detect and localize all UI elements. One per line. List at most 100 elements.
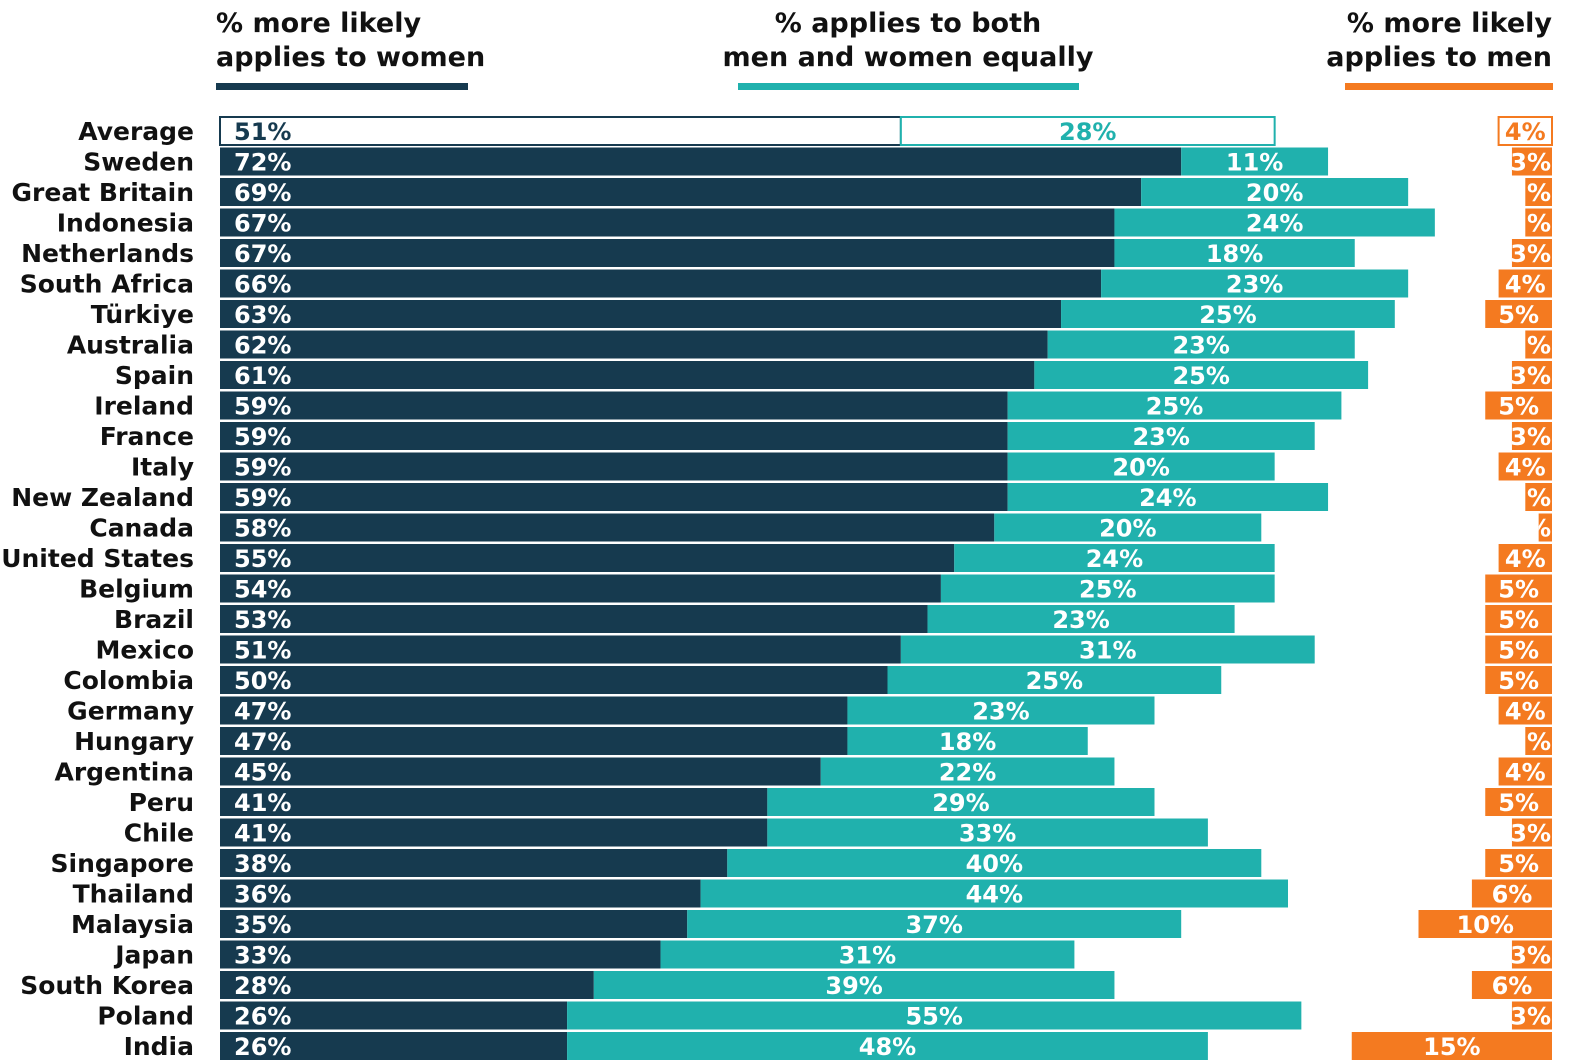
value-label-men: 2% (1510, 332, 1551, 360)
bar-women (220, 971, 594, 999)
value-label-women: 28% (234, 972, 291, 1000)
value-label-women: 69% (234, 179, 291, 207)
bar-row-germany: Germany 47% 23% 4% (67, 696, 1552, 726)
value-label-both: 37% (905, 911, 962, 939)
legend-men-line1: % more likely (1347, 8, 1552, 39)
bar-men (1471, 879, 1552, 908)
bar-men (1525, 483, 1552, 511)
country-label: Ireland (94, 392, 194, 421)
bar-women (220, 330, 1048, 359)
bar-men (1511, 147, 1552, 176)
bar-both (1007, 483, 1329, 511)
country-label: Hungary (74, 727, 194, 756)
value-label-men: 2% (1510, 728, 1551, 756)
value-label-men: 5% (1498, 667, 1539, 695)
value-label-both: 25% (1026, 667, 1083, 695)
bar-men (1497, 116, 1553, 146)
bar-men (1511, 818, 1552, 847)
country-label: India (124, 1032, 194, 1061)
value-label-women: 67% (234, 210, 291, 238)
legend-men-swatch (1345, 83, 1553, 90)
country-label: Italy (131, 453, 194, 482)
bar-row-malaysia: Malaysia 35% 37% 10% (71, 910, 1552, 939)
legend-both: % applies to both men and women equally (723, 8, 1094, 90)
country-label: Sweden (83, 148, 194, 177)
bar-both (927, 605, 1235, 633)
bar-women (220, 574, 941, 603)
bar-row-italy: Italy 59% 20% 4% (131, 452, 1552, 482)
value-label-men: 3% (1510, 942, 1551, 970)
value-label-men: 5% (1498, 301, 1539, 329)
value-label-women: 59% (234, 484, 291, 512)
value-label-men: 4% (1505, 545, 1546, 573)
value-label-men: 4% (1505, 759, 1546, 787)
country-label: Great Britain (12, 178, 194, 207)
value-label-women: 50% (234, 667, 291, 695)
value-label-women: 41% (234, 789, 291, 817)
value-label-men: 6% (1492, 972, 1533, 1000)
value-label-men: 5% (1498, 606, 1539, 634)
country-label: Japan (113, 941, 194, 970)
bar-row-france: France 59% 23% 3% (100, 422, 1552, 451)
value-label-women: 54% (234, 576, 291, 604)
value-label-both: 39% (825, 972, 882, 1000)
bar-women (220, 483, 1008, 511)
bar-row-colombia: Colombia 50% 25% 5% (63, 666, 1552, 695)
bar-women (220, 422, 1008, 450)
value-label-women: 36% (234, 881, 291, 909)
value-label-women: 62% (234, 332, 291, 360)
bar-women (220, 696, 848, 725)
bar-row-canada: Canada 58% 20% 1% (89, 513, 1552, 543)
country-label: Belgium (79, 575, 194, 604)
bar-men (1471, 971, 1552, 999)
bar-women (220, 361, 1035, 389)
bar-both (1181, 147, 1329, 176)
value-label-both: 25% (1199, 301, 1256, 329)
bar-both (847, 696, 1155, 725)
country-label: United States (1, 544, 194, 573)
bar-row-peru: Peru 41% 29% 5% (129, 788, 1552, 817)
country-label: Indonesia (57, 209, 194, 238)
bar-both (994, 513, 1262, 542)
value-label-both: 23% (1052, 606, 1109, 634)
value-label-both: 20% (1099, 515, 1156, 543)
bar-both (1114, 239, 1355, 267)
bar-row-thailand: Thailand 36% 44% 6% (73, 879, 1552, 909)
bar-both (1101, 269, 1409, 298)
bar-row-belgium: Belgium 54% 25% 5% (79, 574, 1552, 604)
bar-both (1047, 330, 1355, 359)
bar-row-singapore: Singapore 38% 40% 5% (51, 849, 1552, 878)
bar-women (220, 910, 688, 938)
bar-women (220, 391, 1008, 420)
bar-both (1034, 361, 1369, 389)
value-label-both: 20% (1112, 454, 1169, 482)
bar-men (1511, 940, 1552, 969)
value-label-both: 25% (1079, 576, 1136, 604)
chart-rows: Average 51% 28% 4%Sweden 72% 11% 3%Great Brita… (1, 116, 1553, 1061)
bar-row-india: India 26% 48% 15% (124, 1032, 1552, 1061)
value-label-men: 3% (1510, 362, 1551, 390)
value-label-women: 51% (234, 637, 291, 665)
bar-men (1485, 666, 1552, 694)
value-label-both: 24% (1246, 210, 1303, 238)
bar-men (1511, 361, 1552, 389)
value-label-men: 6% (1492, 881, 1533, 909)
bar-men (1511, 422, 1552, 450)
value-label-both: 18% (939, 728, 996, 756)
bar-both (567, 1032, 1208, 1060)
value-label-men: 2% (1510, 484, 1551, 512)
value-label-both: 24% (1139, 484, 1196, 512)
bar-women (220, 788, 768, 816)
bar-row-poland: Poland 26% 55% 3% (97, 1001, 1552, 1031)
value-label-both: 20% (1246, 179, 1303, 207)
value-label-men: 2% (1510, 179, 1551, 207)
bar-men (1498, 452, 1552, 481)
value-label-both: 23% (972, 698, 1029, 726)
country-label: South Africa (20, 270, 194, 299)
value-label-men: 15% (1423, 1033, 1480, 1061)
value-label-men: 2% (1510, 210, 1551, 238)
value-label-both: 25% (1146, 393, 1203, 421)
bar-both (593, 971, 1115, 999)
bar-men (1538, 513, 1552, 542)
legend-women-line1: % more likely (216, 8, 421, 39)
